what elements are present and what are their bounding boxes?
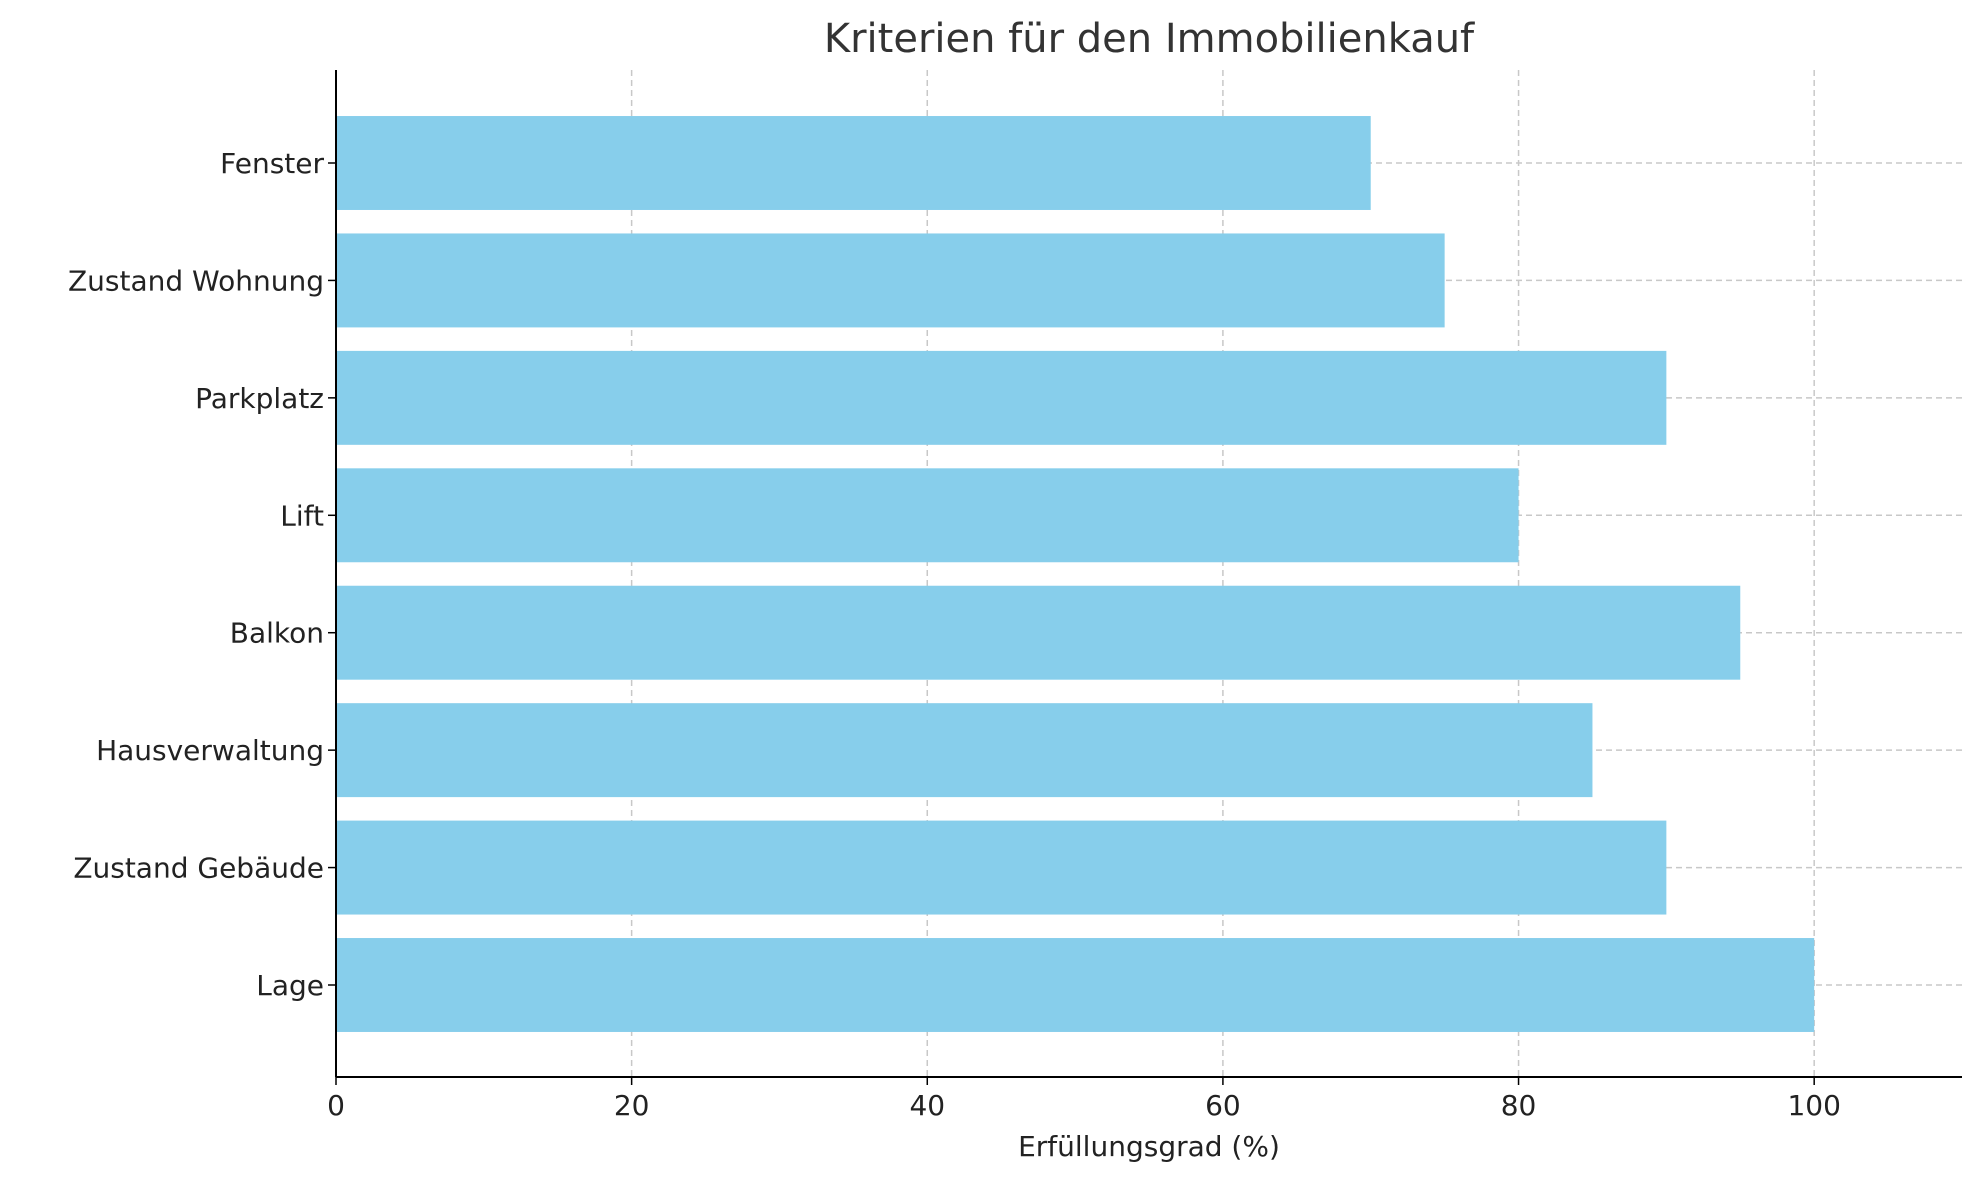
y-tick-label-lage: Lage	[256, 969, 324, 1002]
bar-hausverwaltung	[336, 703, 1593, 798]
x-tick-label-0: 0	[327, 1089, 345, 1122]
axes	[335, 70, 1962, 1078]
y-tick-label-balkon: Balkon	[230, 617, 324, 650]
bar-lift	[336, 468, 1519, 563]
y-tick-label-zustand-wohnung: Zustand Wohnung	[68, 264, 324, 297]
bar-balkon	[336, 585, 1741, 680]
x-tick-label-100: 100	[1787, 1089, 1840, 1122]
x-tick-label-40: 40	[909, 1089, 945, 1122]
chart-title: Kriterien für den Immobilienkauf	[824, 16, 1475, 62]
bars	[336, 116, 1815, 1032]
y-tick-label-zustand-gebäude: Zustand Gebäude	[73, 852, 324, 885]
bar-zustand-wohnung	[336, 233, 1445, 328]
y-tick-label-lift: Lift	[280, 499, 324, 532]
x-axis-label: Erfüllungsgrad (%)	[1018, 1130, 1280, 1163]
x-tick-label-60: 60	[1205, 1089, 1241, 1122]
y-tick-label-hausverwaltung: Hausverwaltung	[96, 734, 324, 767]
bar-lage	[336, 938, 1815, 1032]
x-tick-label-80: 80	[1501, 1089, 1537, 1122]
x-ticks: 0 20 40 60 80 100	[327, 1077, 1841, 1122]
bar-fenster	[336, 116, 1371, 210]
grid	[335, 70, 1962, 1077]
y-tick-label-fenster: Fenster	[220, 147, 324, 180]
y-tick-label-parkplatz: Parkplatz	[195, 382, 324, 415]
bar-zustand-gebäude	[336, 820, 1667, 915]
x-tick-label-20: 20	[614, 1089, 650, 1122]
y-ticks: Lage Zustand Gebäude Hausverwaltung Balkon L…	[68, 147, 336, 1002]
bar-parkplatz	[336, 350, 1667, 445]
